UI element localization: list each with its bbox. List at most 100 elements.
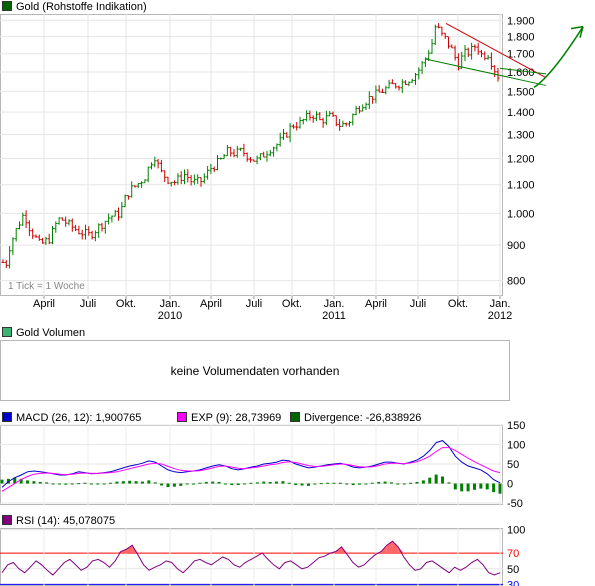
divergence-legend-swatch — [290, 412, 300, 422]
price-bars — [1, 23, 500, 269]
macd-histogram-bar — [153, 482, 157, 484]
macd-histogram-bar — [332, 482, 336, 484]
macd-histogram-bar — [441, 476, 445, 484]
price-bar — [84, 224, 87, 240]
price-bar — [367, 91, 371, 110]
macd-histogram-bar — [26, 480, 30, 484]
macd-histogram-bar — [319, 483, 323, 485]
macd-histogram-bar — [109, 482, 113, 484]
price-bar — [232, 149, 236, 158]
macd-histogram-bar — [351, 483, 355, 486]
macd-histogram-bar — [428, 477, 432, 484]
price-bar — [397, 85, 401, 91]
macd-histogram-bar — [70, 483, 74, 485]
macd-histogram-bar — [192, 483, 196, 485]
price-bar — [199, 177, 203, 187]
price-bar — [123, 194, 127, 208]
macd-histogram-bar — [492, 483, 496, 493]
price-bar — [493, 65, 497, 78]
price-bar — [126, 195, 130, 200]
x-month-label: Juli — [246, 298, 263, 310]
price-bar — [334, 115, 338, 127]
macd-histogram-bar — [211, 481, 215, 484]
price-bar — [456, 53, 460, 71]
rsi-y-tick-label: 30 — [507, 579, 519, 586]
rsi-overbought-fill — [115, 551, 121, 554]
macd-histogram-bar — [466, 483, 470, 492]
price-y-tick-label: 1.700 — [507, 49, 535, 61]
macd-histogram-bar — [249, 482, 253, 484]
price-bar — [463, 44, 467, 62]
price-bar — [60, 217, 64, 221]
rsi-panel-title: RSI (14): 45,078075 — [0, 514, 115, 528]
price-bar — [159, 159, 163, 173]
macd-histogram-bar — [294, 483, 298, 486]
price-bar — [51, 226, 54, 245]
price-bar — [301, 118, 305, 125]
macd-histogram-bar — [383, 481, 387, 484]
macd-histogram-bar — [453, 483, 457, 490]
macd-histogram-bar — [134, 481, 138, 484]
price-bar — [361, 104, 365, 112]
divergence-legend-label: Divergence: -26,838926 — [304, 412, 422, 424]
macd-histogram-bar — [300, 483, 304, 486]
price-bar — [120, 201, 124, 219]
macd-histogram-bar — [77, 483, 81, 485]
exp-legend: EXP (9): 28,73969 — [175, 411, 281, 425]
macd-histogram-bar — [45, 482, 49, 484]
x-month-label: Jan. — [324, 298, 345, 310]
price-panel-title-text: Gold (Rohstoffe Indikation) — [16, 1, 147, 13]
price-bar — [420, 60, 424, 75]
macd-histogram-bar — [262, 481, 266, 484]
price-legend-swatch — [2, 1, 12, 11]
price-bar — [57, 217, 61, 225]
price-bar — [239, 147, 243, 151]
price-bar — [80, 229, 84, 240]
price-bar — [209, 163, 213, 175]
price-bar — [77, 225, 81, 235]
macd-histogram-bar — [326, 482, 330, 484]
price-bar — [64, 216, 68, 227]
price-bar — [275, 143, 279, 152]
macd-histogram-bar — [230, 483, 234, 486]
macd-y-tick-label: -50 — [507, 498, 523, 510]
price-bar — [74, 224, 78, 232]
price-chart-frame — [0, 14, 503, 296]
macd-histogram-bar — [236, 483, 240, 486]
x-month-label: Okt. — [282, 298, 302, 310]
price-bar — [143, 179, 147, 184]
macd-histogram-bar — [64, 483, 68, 485]
price-bar — [476, 42, 480, 55]
price-bar — [166, 176, 170, 185]
price-bar — [480, 49, 483, 58]
price-bar — [338, 119, 342, 131]
macd-histogram-bar — [204, 481, 208, 484]
macd-histogram-bar — [306, 483, 310, 486]
macd-histogram-bar — [338, 482, 342, 484]
price-bar — [21, 212, 25, 226]
macd-histogram-bar — [51, 483, 55, 485]
price-bar — [163, 170, 167, 183]
price-bar — [262, 151, 266, 158]
price-bar — [24, 210, 28, 229]
price-bar — [156, 158, 160, 169]
price-bar — [41, 237, 45, 244]
price-bar — [212, 166, 216, 173]
price-bar — [186, 169, 190, 183]
price-bar — [483, 51, 487, 61]
price-bar — [219, 157, 223, 160]
trendline — [445, 23, 547, 79]
price-bar — [222, 153, 226, 159]
price-bar — [136, 183, 140, 189]
rsi-legend-label: RSI (14): 45,078075 — [16, 515, 116, 527]
price-bar — [245, 152, 249, 162]
macd-histogram-bar — [364, 483, 368, 485]
macd-histogram-bar — [396, 483, 400, 485]
x-year-label: 2012 — [488, 310, 512, 322]
macd-histogram-bar — [485, 483, 489, 490]
macd-histogram-bar — [434, 474, 438, 484]
price-bar — [1, 259, 5, 264]
macd-histogram-bar — [345, 483, 349, 485]
price-bar — [324, 110, 328, 126]
macd-histogram-bar — [389, 482, 393, 484]
